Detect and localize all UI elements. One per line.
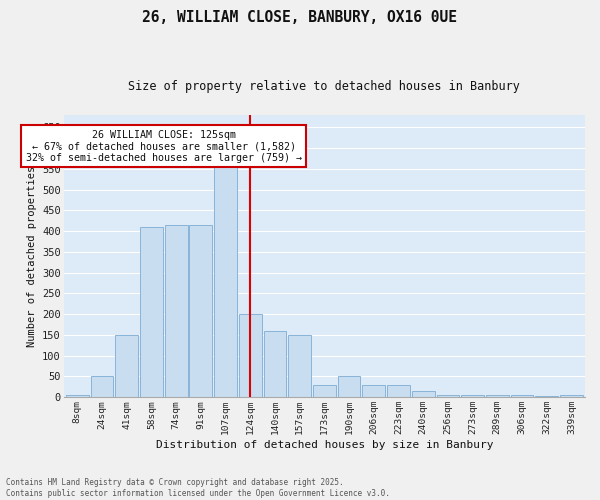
Bar — [263, 331, 286, 397]
Bar — [289, 335, 311, 397]
Bar — [165, 225, 188, 397]
Bar — [535, 396, 558, 397]
Bar — [560, 395, 583, 397]
Text: Contains HM Land Registry data © Crown copyright and database right 2025.
Contai: Contains HM Land Registry data © Crown c… — [6, 478, 390, 498]
Bar — [214, 144, 237, 397]
Bar — [239, 314, 262, 397]
Bar — [140, 227, 163, 397]
Bar — [338, 376, 361, 397]
Bar — [437, 395, 459, 397]
Bar — [461, 395, 484, 397]
Bar — [313, 384, 336, 397]
Bar — [387, 384, 410, 397]
Bar — [66, 395, 89, 397]
Y-axis label: Number of detached properties: Number of detached properties — [26, 166, 37, 346]
Bar — [91, 376, 113, 397]
Title: Size of property relative to detached houses in Banbury: Size of property relative to detached ho… — [128, 80, 520, 93]
Bar — [412, 391, 434, 397]
Text: 26 WILLIAM CLOSE: 125sqm
← 67% of detached houses are smaller (1,582)
32% of sem: 26 WILLIAM CLOSE: 125sqm ← 67% of detach… — [26, 130, 302, 162]
Bar — [362, 384, 385, 397]
Text: 26, WILLIAM CLOSE, BANBURY, OX16 0UE: 26, WILLIAM CLOSE, BANBURY, OX16 0UE — [143, 10, 458, 25]
Bar — [115, 335, 138, 397]
Bar — [190, 225, 212, 397]
X-axis label: Distribution of detached houses by size in Banbury: Distribution of detached houses by size … — [155, 440, 493, 450]
Bar — [486, 395, 509, 397]
Bar — [511, 395, 533, 397]
